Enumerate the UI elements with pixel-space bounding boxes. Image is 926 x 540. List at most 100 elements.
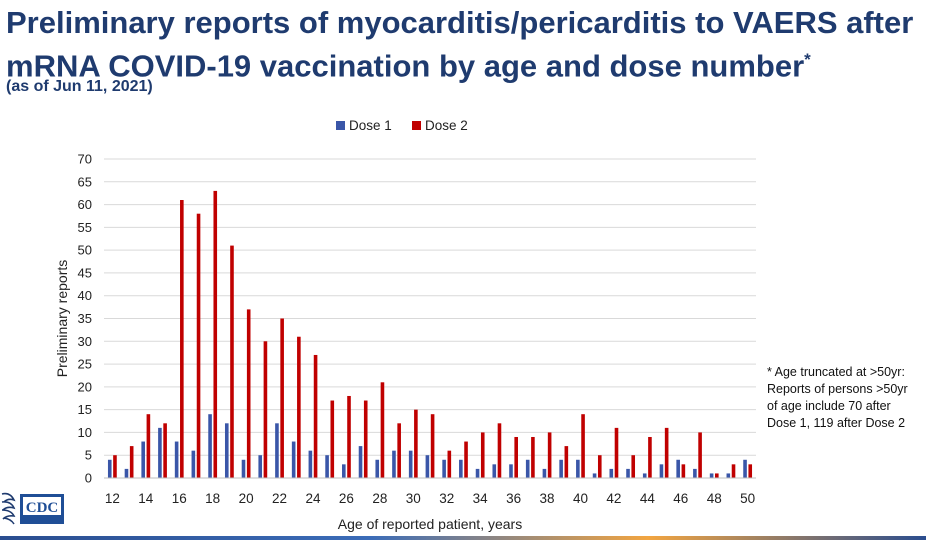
y-tick-label: 40 [78,288,92,303]
bottom-color-strip [0,536,926,540]
dose2-bar [414,409,418,478]
x-tick-label: 24 [305,491,321,506]
x-tick-label: 36 [506,491,521,506]
dose2-bar [347,395,351,478]
dose1-bar [258,455,263,478]
dose1-bar [392,450,396,478]
x-tick-label: 48 [707,491,722,506]
dose2-bar [146,414,151,478]
y-tick-labels: 0 5 10 15 20 25 30 35 40 45 50 55 60 65 70 [78,152,92,486]
x-tick-label: 14 [138,491,154,506]
y-tick-label: 50 [78,243,92,258]
dose1-bar [659,464,664,478]
dose2-bar [547,432,552,478]
dose2-bar [698,432,702,478]
x-tick-label: 12 [105,491,120,506]
x-tick-label: 18 [205,491,220,506]
dose1-bar [224,423,229,478]
dose1-bar [459,459,463,478]
x-tick-labels: 12 14 16 18 20 22 24 26 28 30 32 34 36 38 40 42 44 46 48 50 [105,491,755,506]
dose1-bar [325,455,329,478]
dose2-bar [631,455,636,478]
dose1-bar [509,464,513,478]
dose1-bar [592,473,597,478]
dose2-bar [380,382,385,478]
x-tick-label: 30 [406,491,421,506]
dose2-bar [297,336,301,478]
dose1-bar [442,459,446,478]
dose1-bar [408,450,413,478]
y-tick-label: 10 [78,425,92,440]
dose1-bar [275,423,279,478]
dose1-bar [425,455,430,478]
dose1-bar [559,459,563,478]
dose1-bar [208,414,212,478]
dose1-bar [576,459,580,478]
dose1-bar [693,468,697,478]
legend: Dose 1 Dose 2 [336,118,468,133]
y-tick-label: 45 [78,265,92,280]
y-tick-label: 30 [78,334,92,349]
bars [107,190,753,478]
y-tick-label: 55 [78,220,92,235]
dose2-bar [597,455,602,478]
age-truncation-footnote: * Age truncated at >50yr: Reports of per… [767,365,908,430]
dose2-bar [681,464,686,478]
cdc-logo-inner [23,497,61,515]
dose1-bar [107,459,112,478]
dose1-bar [291,441,296,478]
dose1-bar [124,468,129,478]
dose2-bar [531,436,535,478]
x-tick-label: 46 [673,491,688,506]
y-axis-title: Preliminary reports [54,260,70,377]
dose1-bar [375,459,380,478]
dose1-bar [308,450,313,478]
dose2-bar [280,318,284,478]
dose2-bar [430,414,435,478]
x-tick-label: 16 [172,491,187,506]
dose1-bar [726,473,731,478]
dose2-bar [330,400,335,478]
dose2-bar [163,423,167,478]
as-of-date: (as of Jun 11, 2021) [6,78,153,95]
dose2-bar [514,436,518,478]
dose2-bar [664,427,669,478]
dose2-bar [196,213,201,478]
dose1-bar [642,473,647,478]
dose2-bar [129,446,134,478]
x-tick-label: 32 [439,491,454,506]
gridlines [104,158,756,456]
title-line-1: Preliminary reports of myocarditis/peric… [6,5,914,40]
dose2-bar [480,432,485,478]
dose2-bar [230,245,234,478]
slide-title: Preliminary reports of myocarditis/peric… [6,4,913,84]
dose1-bar [141,441,145,478]
dose2-bar [614,427,619,478]
dose2-bar [581,414,585,478]
dose1-bar [342,464,346,478]
legend-swatch-dose2 [412,121,421,130]
dose2-bar [564,446,569,478]
dose2-bar [497,423,502,478]
x-tick-label: 34 [473,491,489,506]
dose1-bar [358,446,363,478]
dose2-bar [715,473,719,478]
x-tick-label: 22 [272,491,287,506]
dose2-bar [731,464,736,478]
legend-label-dose1: Dose 1 [349,118,392,133]
x-tick-label: 42 [606,491,621,506]
dose1-bar [174,441,179,478]
legend-swatch-dose1 [336,121,345,130]
cdc-logo-text: CDC [26,500,59,516]
x-tick-label: 38 [540,491,555,506]
dose2-bar [363,400,368,478]
dose2-bar [648,436,652,478]
dose1-bar [191,450,196,478]
dose2-bar [313,354,318,478]
x-tick-label: 26 [339,491,354,506]
dose1-bar [525,459,530,478]
y-tick-label: 70 [78,152,92,167]
dose1-bar [709,473,714,478]
dose1-bar [626,468,630,478]
x-tick-label: 44 [640,491,656,506]
